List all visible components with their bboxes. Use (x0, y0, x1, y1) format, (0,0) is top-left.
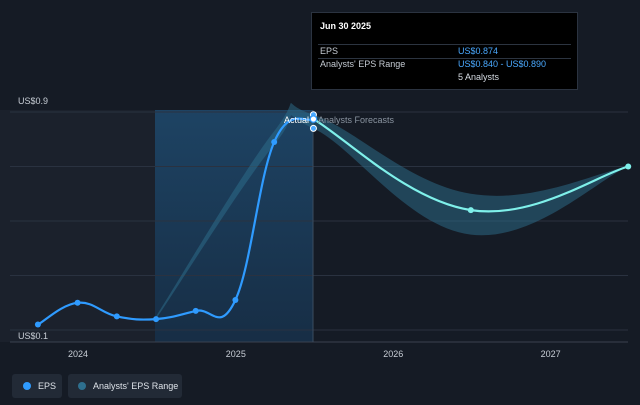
x-axis-ticks: 2024 2025 2026 2027 (68, 349, 561, 359)
tooltip-eps-label: EPS (320, 46, 339, 56)
tooltip-divider (318, 44, 571, 45)
eps-forecast-point (625, 163, 632, 170)
tooltip-analysts-count: 5 Analysts (458, 72, 500, 82)
eps-forecast-point (467, 207, 474, 214)
legend-eps-label: EPS (38, 381, 57, 391)
eps-legend-dot-icon (23, 382, 31, 390)
tooltip-date: Jun 30 2025 (320, 21, 372, 31)
eps-actual-point (34, 321, 41, 328)
range-low-marker (309, 124, 317, 132)
tooltip-row-range: Analysts' EPS Range US$0.840 - US$0.890 (320, 59, 571, 71)
range-legend-dot-icon (78, 382, 86, 390)
y-tick-top: US$0.9 (18, 96, 48, 106)
tooltip-range-label: Analysts' EPS Range (320, 59, 406, 69)
legend-item-eps-range[interactable]: Analysts' EPS Range (68, 374, 182, 398)
eps-current-point (309, 115, 318, 123)
eps-actual-point (153, 316, 160, 323)
x-tick-label: 2026 (383, 349, 403, 359)
analysts-eps-range-band (156, 103, 629, 320)
x-tick-label: 2027 (541, 349, 561, 359)
legend-item-eps[interactable]: EPS (12, 374, 62, 398)
eps-tooltip: Jun 30 2025 EPS US$0.874 Analysts' EPS R… (311, 12, 578, 90)
past-year-highlight (155, 110, 313, 342)
tooltip-eps-value: US$0.874 (458, 46, 499, 56)
eps-actual-point (74, 299, 81, 306)
tooltip-divider (318, 58, 571, 59)
x-tick-label: 2025 (226, 349, 246, 359)
analysts-forecasts-label: Analysts Forecasts (318, 115, 395, 125)
eps-actual-point (232, 297, 239, 304)
tooltip-row-eps: EPS US$0.874 (320, 46, 571, 58)
eps-actual-point (271, 138, 278, 145)
y-tick-bottom: US$0.1 (18, 331, 48, 341)
tooltip-row-analysts: 5 Analysts (320, 72, 571, 84)
actual-label: Actual (284, 115, 309, 125)
legend-range-label: Analysts' EPS Range (93, 381, 179, 391)
history-shade (0, 110, 155, 342)
data-points (34, 111, 632, 328)
x-tick-label: 2024 (68, 349, 88, 359)
eps-actual-point (192, 307, 199, 314)
tooltip-range-value: US$0.840 - US$0.890 (458, 59, 547, 69)
eps-actual-point (113, 313, 120, 320)
